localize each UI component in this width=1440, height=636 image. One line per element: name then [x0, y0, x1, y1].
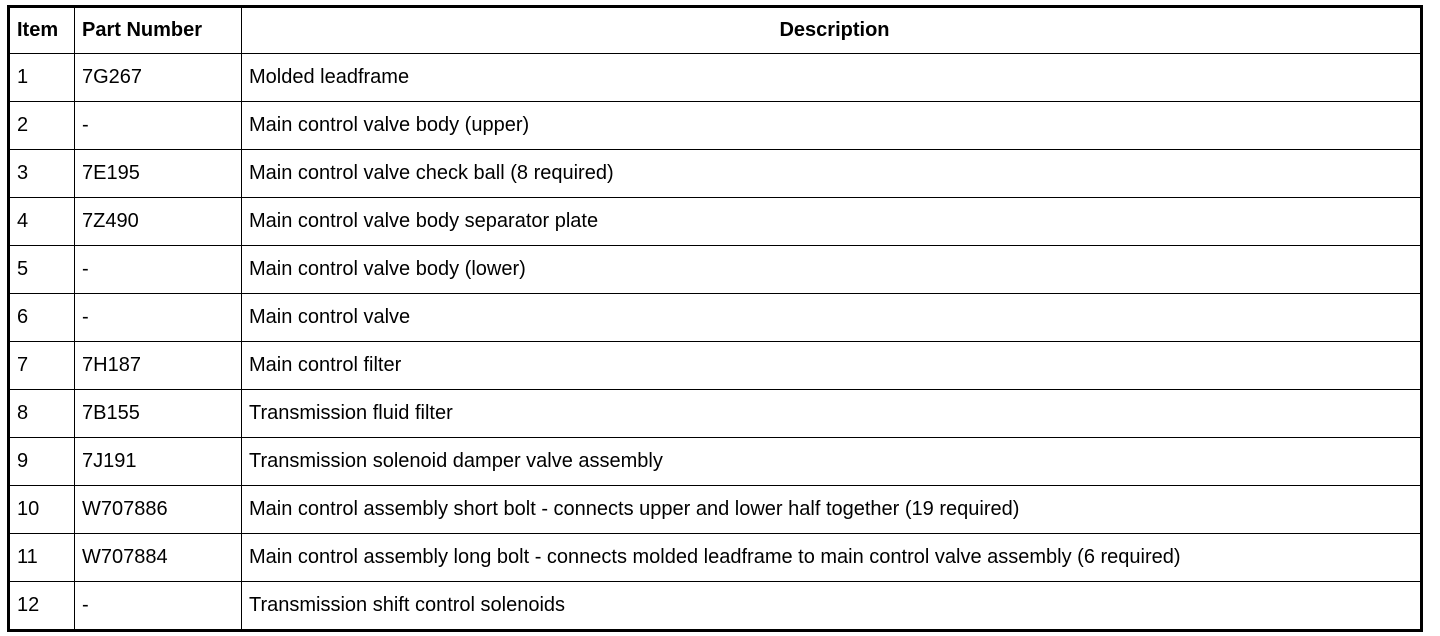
cell-part-number: 7E195 — [74, 149, 242, 198]
table-row: 7 7H187 Main control filter — [8, 341, 1422, 390]
cell-description: Main control valve — [241, 293, 1422, 342]
cell-part-number: W707884 — [74, 533, 242, 582]
cell-item: 1 — [8, 53, 75, 102]
table-row: 8 7B155 Transmission fluid filter — [8, 389, 1422, 438]
cell-part-number: 7Z490 — [74, 197, 242, 246]
cell-description: Main control valve check ball (8 require… — [241, 149, 1422, 198]
header-row: Item Part Number Description — [8, 6, 1422, 54]
cell-part-number: W707886 — [74, 485, 242, 534]
cell-part-number: 7G267 — [74, 53, 242, 102]
cell-item: 7 — [8, 341, 75, 390]
cell-description: Transmission shift control solenoids — [241, 581, 1422, 631]
cell-item: 11 — [8, 533, 75, 582]
cell-part-number: - — [74, 293, 242, 342]
cell-description: Main control valve body (upper) — [241, 101, 1422, 150]
table-row: 1 7G267 Molded leadframe — [8, 53, 1422, 102]
table-row: 6- Main control valve — [8, 293, 1422, 342]
table-row: 10 W707886 Main control assembly short bol… — [8, 485, 1422, 534]
table-row: 5- Main control valve body (lower) — [8, 245, 1422, 294]
cell-item: 12 — [8, 581, 75, 631]
table-row: 12- Transmission shift control solenoids — [8, 581, 1422, 631]
cell-part-number: 7H187 — [74, 341, 242, 390]
header-item: Item — [8, 6, 75, 54]
header-part-number: Part Number — [74, 6, 242, 54]
cell-part-number: 7B155 — [74, 389, 242, 438]
cell-item: 10 — [8, 485, 75, 534]
cell-item: 8 — [8, 389, 75, 438]
parts-table: Item Part Number Description 1 7G267 Molde… — [7, 5, 1423, 632]
table-row: 4 7Z490 Main control valve body separator … — [8, 197, 1422, 246]
cell-part-number: - — [74, 101, 242, 150]
header-description: Description — [241, 6, 1422, 54]
table-row: 9 7J191 Transmission solenoid damper valve… — [8, 437, 1422, 486]
cell-description: Main control valve body separator plate — [241, 197, 1422, 246]
cell-part-number: 7J191 — [74, 437, 242, 486]
cell-description: Main control assembly short bolt - conne… — [241, 485, 1422, 534]
table-row: 11 W707884 Main control assembly long bolt… — [8, 533, 1422, 582]
cell-item: 2 — [8, 101, 75, 150]
cell-item: 4 — [8, 197, 75, 246]
cell-description: Molded leadframe — [241, 53, 1422, 102]
cell-part-number: - — [74, 581, 242, 631]
cell-description: Main control filter — [241, 341, 1422, 390]
cell-item: 6 — [8, 293, 75, 342]
cell-part-number: - — [74, 245, 242, 294]
cell-description: Transmission fluid filter — [241, 389, 1422, 438]
cell-description: Main control assembly long bolt - connec… — [241, 533, 1422, 582]
table-row: 2- Main control valve body (upper) — [8, 101, 1422, 150]
table-row: 3 7E195 Main control valve check ball (8 r… — [8, 149, 1422, 198]
cell-item: 9 — [8, 437, 75, 486]
cell-description: Main control valve body (lower) — [241, 245, 1422, 294]
cell-item: 3 — [8, 149, 75, 198]
cell-description: Transmission solenoid damper valve assem… — [241, 437, 1422, 486]
cell-item: 5 — [8, 245, 75, 294]
